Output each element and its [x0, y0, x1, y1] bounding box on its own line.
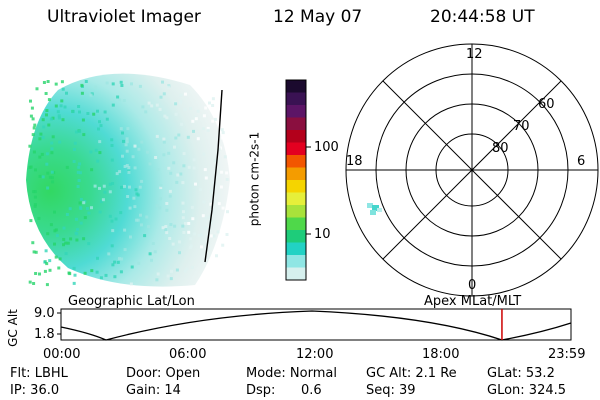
mode-label: Mode: Normal [246, 366, 337, 381]
seq-label: Seq: 39 [366, 383, 416, 398]
xtick-2359: 23:59 [548, 347, 586, 362]
xtick-1200: 12:00 [296, 347, 334, 362]
speckle-noise [28, 80, 230, 287]
timeline-left-title: Geographic Lat/Lon [68, 294, 195, 309]
mlt-label-18: 18 [346, 154, 363, 169]
glat-label: GLat: 53.2 [487, 366, 555, 381]
colorbar-segment [286, 180, 306, 193]
colorbar-segment [286, 217, 306, 231]
colorbar-segment [286, 205, 306, 218]
xtick-0000: 00:00 [43, 347, 81, 362]
colorbar-unit-label: photon cm-2s-1 [247, 131, 262, 227]
colorbar-segment [286, 242, 306, 256]
mlt-label-0: 0 [468, 278, 477, 293]
timeline-right-title: Apex MLat/MLT [424, 294, 522, 309]
ip-label: IP: 36.0 [10, 383, 60, 398]
colorbar-segment [286, 92, 306, 106]
colorbar-segment [286, 130, 306, 143]
lat-label-60: 60 [538, 97, 555, 112]
colorbar-segment [286, 230, 306, 243]
gc-alt-label: GC Alt: 2.1 Re [366, 366, 457, 381]
glon-label: GLon: 324.5 [487, 383, 567, 398]
mlt-label-6: 6 [577, 154, 586, 169]
mlt-label-12: 12 [466, 47, 483, 62]
colorbar-segment [286, 117, 306, 131]
door-label: Door: Open [126, 366, 201, 381]
timeline-y-title: GC Alt [5, 309, 20, 347]
date-label: 12 May 07 [273, 7, 363, 27]
gain-label: Gain: 14 [126, 383, 181, 398]
colorbar-segment [286, 155, 306, 168]
instrument-title: Ultraviolet Imager [47, 7, 201, 27]
colorbar-segment [286, 267, 306, 281]
xtick-1800: 18:00 [422, 347, 460, 362]
colorbar-segment [286, 255, 306, 268]
timeline-ytick-bottom: 1.8 [34, 327, 55, 342]
filter-label: Flt: LBHL [10, 366, 68, 381]
terminator-line [204, 89, 223, 263]
colorbar-segment [286, 80, 306, 93]
time-label: 20:44:58 UT [430, 7, 535, 27]
colorbar-segment [286, 192, 306, 206]
colorbar-segment [286, 105, 306, 118]
xtick-0600: 06:00 [169, 347, 207, 362]
lat-label-70: 70 [513, 119, 530, 134]
lat-label-80: 80 [492, 141, 509, 156]
colorbar-segment [286, 142, 306, 156]
colorbar-segment [286, 167, 306, 181]
timeline-ytick-top: 9.0 [34, 306, 55, 321]
polar-blob [367, 203, 382, 215]
altitude-curve [60, 310, 572, 341]
dsp-label: Dsp: [246, 383, 276, 398]
colorbar-tick-100: 100 [314, 140, 339, 155]
dsp-value: 0.6 [301, 383, 322, 398]
colorbar-tick-10: 10 [314, 227, 331, 242]
